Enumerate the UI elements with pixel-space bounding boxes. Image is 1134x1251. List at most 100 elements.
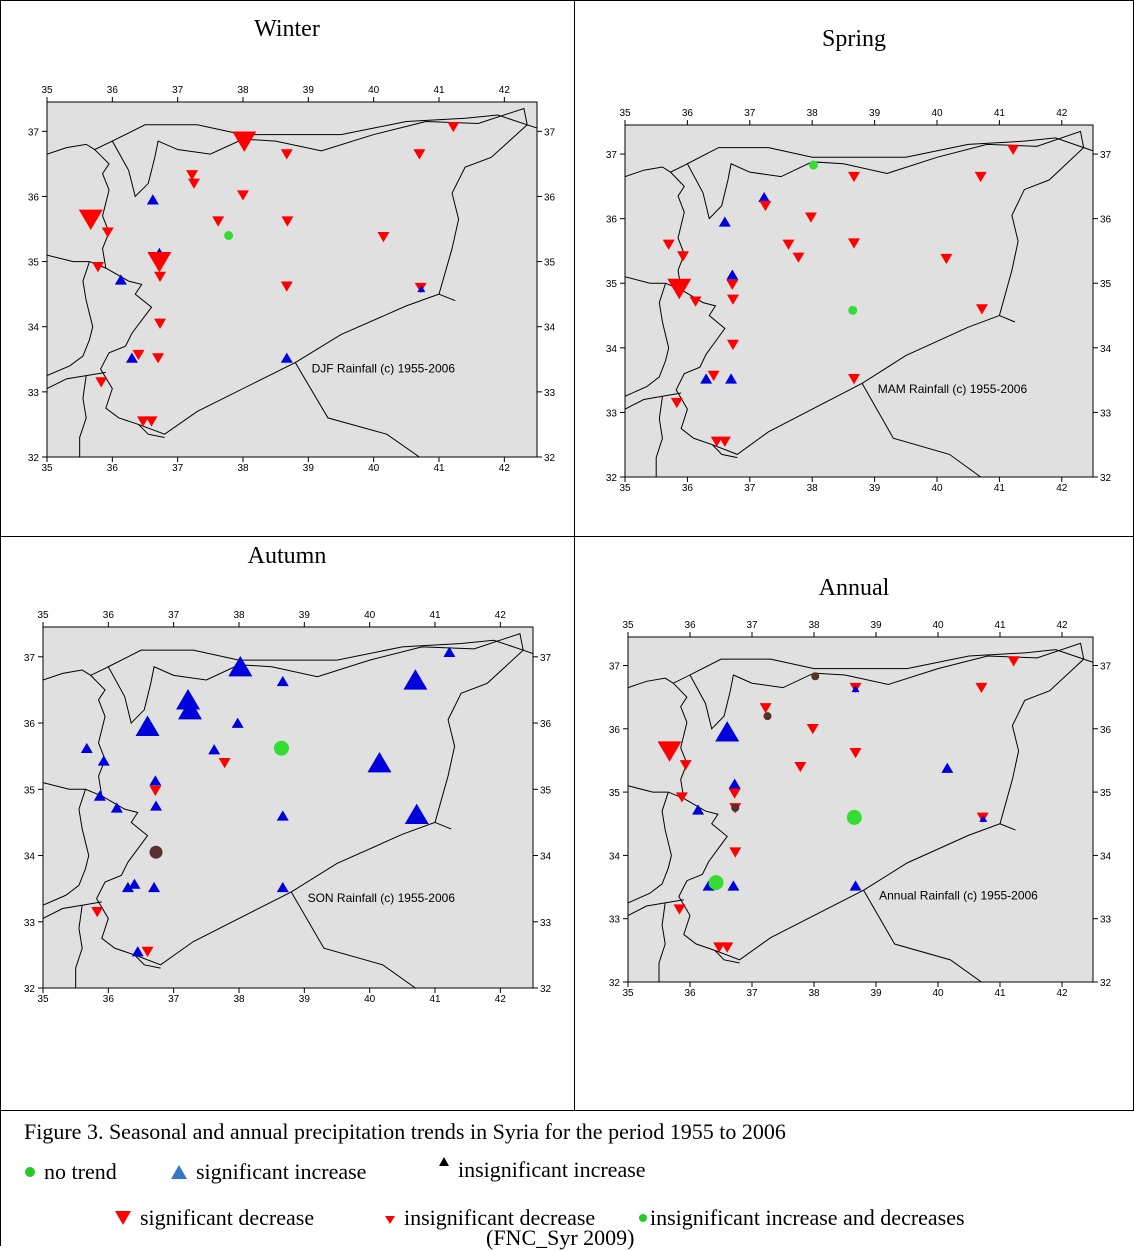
- increase-marker: [93, 790, 106, 801]
- x-tick-label-bottom: 35: [619, 483, 631, 494]
- decrease-marker: [794, 761, 807, 773]
- x-tick-label-top: 37: [744, 108, 756, 119]
- no-trend-marker: [848, 305, 858, 315]
- legend-insignificant-increase: insignificant increase: [438, 1157, 646, 1183]
- y-tick-label-left: 35: [24, 785, 36, 796]
- x-tick-label-top: 35: [622, 620, 634, 631]
- red-down-triangle-icon: [115, 1211, 131, 1225]
- x-tick-label-bottom: 35: [41, 463, 53, 474]
- border-line: [43, 782, 102, 797]
- y-tick-label-left: 37: [28, 127, 40, 138]
- increase-marker: [280, 352, 293, 363]
- x-tick-label-top: 42: [1056, 620, 1068, 631]
- stations: [657, 656, 1020, 953]
- map-outlines: [628, 642, 1093, 982]
- decrease-marker: [673, 904, 686, 915]
- x-tick-label-bottom: 37: [172, 463, 184, 474]
- x-tick-label-bottom: 38: [233, 994, 245, 1005]
- frame-mid-vertical: [574, 0, 575, 1111]
- decrease-marker: [679, 760, 692, 771]
- x-tick-label-bottom: 37: [744, 483, 756, 494]
- y-tick-label-right: 33: [540, 918, 552, 929]
- x-tick-label-top: 36: [684, 620, 696, 631]
- map-background: [624, 124, 1094, 478]
- border-line: [628, 899, 684, 916]
- decrease-marker: [726, 294, 739, 305]
- annual-title: Annual: [818, 575, 890, 601]
- y-tick-label-left: 36: [24, 719, 36, 730]
- spring-title: Spring: [821, 26, 886, 52]
- x-tick-label-bottom: 37: [746, 988, 758, 999]
- frame-caption-top: [0, 1110, 1134, 1111]
- x-tick-label-bottom: 41: [994, 988, 1006, 999]
- decrease-marker: [137, 416, 150, 427]
- border-line: [628, 677, 674, 689]
- decrease-marker: [806, 723, 819, 735]
- y-tick-label-right: 34: [1100, 851, 1112, 862]
- y-tick-label-left: 32: [28, 453, 40, 464]
- y-tick-label-right: 36: [1100, 725, 1112, 736]
- y-tick-label-left: 36: [606, 215, 618, 226]
- x-tick-label-bottom: 37: [168, 994, 180, 1005]
- x-tick-label-top: 41: [994, 108, 1006, 119]
- border-line: [47, 143, 95, 155]
- border-line: [290, 891, 416, 988]
- y-tick-label-right: 32: [540, 984, 552, 995]
- increase-marker: [128, 878, 141, 889]
- decrease-marker: [186, 170, 199, 181]
- blue-triangle-icon: [171, 1165, 187, 1179]
- legend-label: no trend: [44, 1159, 117, 1184]
- decrease-marker: [154, 318, 167, 329]
- increase-marker: [417, 285, 426, 293]
- decrease-marker: [975, 304, 988, 315]
- decrease-marker: [1007, 656, 1020, 667]
- decrease-marker: [689, 296, 702, 307]
- decrease-marker: [707, 370, 720, 381]
- spring-map: 35 35 36 36 37 37 38 38 39 39 40 40 41 41 42 42 32 32 33 33…: [606, 108, 1112, 494]
- x-tick-label-top: 38: [237, 85, 249, 96]
- x-tick-label-top: 42: [499, 85, 511, 96]
- border-line: [658, 902, 666, 982]
- y-tick-label-right: 35: [1100, 788, 1112, 799]
- x-tick-label-bottom: 36: [682, 483, 694, 494]
- decrease-marker: [447, 121, 460, 133]
- border-line: [43, 901, 102, 919]
- border-line: [79, 375, 87, 457]
- legend-significant-decrease: significant decrease: [114, 1205, 314, 1231]
- decrease-marker: [147, 251, 172, 273]
- map-outlines: [43, 632, 533, 988]
- x-tick-label-bottom: 39: [870, 988, 882, 999]
- frame-left: [0, 0, 1, 1246]
- no-trend-marker: [846, 809, 862, 825]
- y-tick-label-right: 37: [540, 653, 552, 664]
- winter-map: 35 35 36 36 37 37 38 38 39 39 40 40 41 41 42 42 32 32 33 33…: [28, 85, 556, 474]
- y-tick-label-right: 34: [540, 852, 552, 863]
- source-text: (FNC_Syr 2009): [486, 1225, 635, 1250]
- y-tick-label-right: 32: [1100, 978, 1112, 989]
- increase-marker: [443, 646, 456, 657]
- y-tick-label-right: 37: [1100, 661, 1112, 672]
- decrease-marker: [280, 281, 293, 292]
- decrease-marker: [713, 942, 726, 953]
- increase-marker: [125, 352, 138, 363]
- no-trend-marker: [808, 160, 818, 170]
- x-tick-label-bottom: 40: [368, 463, 380, 474]
- border-line: [628, 791, 672, 904]
- border-line: [628, 785, 684, 799]
- x-tick-label-top: 37: [172, 85, 184, 96]
- increase-marker: [178, 698, 202, 720]
- border-line: [655, 396, 663, 477]
- axes: 35 35 36 36 37 37 38 38 39 39 40 40 41 41 42 42 32 32 33 33…: [606, 108, 1112, 494]
- y-tick-label-left: 33: [609, 915, 621, 926]
- increase-marker: [97, 755, 110, 766]
- x-tick-label-top: 39: [869, 108, 881, 119]
- x-tick-label-bottom: 39: [299, 994, 311, 1005]
- y-tick-label-left: 34: [24, 852, 36, 863]
- rainfall-label: SON Rainfall (c) 1955-2006: [308, 891, 456, 905]
- border-line: [294, 362, 420, 457]
- x-tick-label-top: 39: [870, 620, 882, 631]
- decrease-marker: [1007, 144, 1020, 155]
- increase-marker: [208, 744, 221, 755]
- x-tick-label-bottom: 39: [869, 483, 881, 494]
- y-tick-label-left: 33: [28, 388, 40, 399]
